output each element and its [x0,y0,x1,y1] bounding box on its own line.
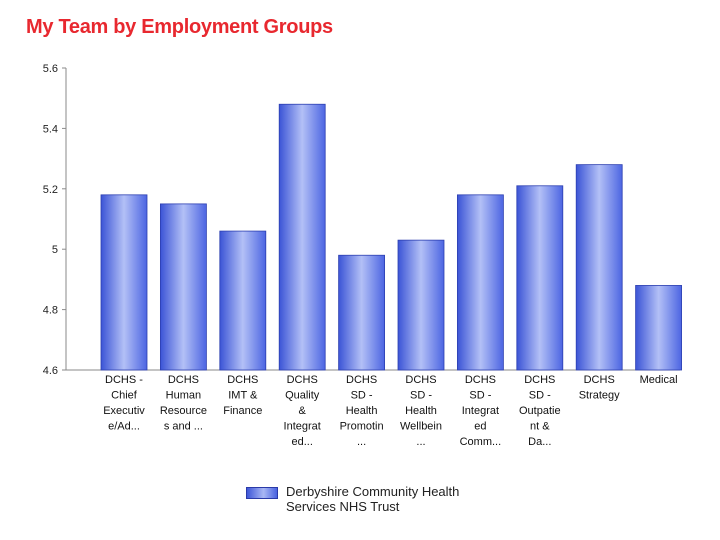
x-tick-label: Wellbein [400,421,442,433]
bar [278,103,326,371]
chart-bars [100,103,682,371]
x-tick-label: DCHS [524,374,555,386]
x-tick-label: Integrat [462,405,499,417]
x-tick-label: e/Ad... [108,421,140,433]
chart-legend: Derbyshire Community Health Services NHS… [246,484,486,514]
bar [516,185,564,371]
bar [575,164,623,371]
x-tick-label: DCHS [227,374,258,386]
x-tick-label: Quality [285,390,320,402]
x-tick-label: DCHS [465,374,496,386]
x-tick-label: DCHS [346,374,377,386]
x-tick-label: SD - [529,390,551,402]
legend-label: Derbyshire Community Health Services NHS… [286,484,460,514]
x-tick-label: ed [474,421,486,433]
y-tick-label: 5.2 [43,184,58,196]
bar-chart: 4.6 4.8 5 5.2 5.4 5.6 DCHS - Chief Executiv e/Ad… [43,63,682,448]
x-tick-label: ... [416,436,425,448]
x-tick-label: DCHS - [105,374,143,386]
bar [456,194,504,371]
x-tick-label: Human [166,390,201,402]
x-tick-label: Health [346,405,378,417]
x-tick-label: SD - [351,390,373,402]
bar [338,254,386,371]
x-tick-label: Health [405,405,437,417]
chart-labels: DCHS - Chief Executiv e/Ad... DCHS Human Resou… [103,374,677,448]
x-tick-label: SD - [469,390,491,402]
bar [635,285,682,371]
chart-title: My Team by Employment Groups [26,16,333,38]
bar [100,194,148,371]
bar [159,203,207,371]
x-tick-label: DCHS [584,374,615,386]
y-tick-label: 5.6 [43,63,58,75]
y-tick-label: 4.8 [43,305,58,317]
x-tick-label: Executiv [103,405,145,417]
bar [219,230,267,371]
x-tick-label: DCHS [287,374,318,386]
legend-swatch [246,487,278,499]
x-tick-label: IMT & [228,390,258,402]
x-tick-label: ed... [291,436,312,448]
x-tick-label: Strategy [579,390,620,402]
x-tick-label: & [299,405,307,417]
bar [397,239,445,371]
x-tick-label: Promotin [340,421,384,433]
x-tick-label: DCHS [168,374,199,386]
x-tick-label: Integrat [284,421,321,433]
x-tick-label: Da... [528,436,551,448]
y-tick-label: 4.6 [43,365,58,377]
x-tick-label: nt & [530,421,550,433]
y-tick-label: 5.4 [43,123,58,135]
x-tick-label: SD - [410,390,432,402]
x-tick-label: Comm... [460,436,502,448]
x-tick-label: ... [357,436,366,448]
x-tick-label: Outpatie [519,405,561,417]
x-tick-label: Medical [640,374,678,386]
x-tick-label: s and ... [164,421,203,433]
x-tick-label: Chief [111,390,138,402]
x-tick-label: Finance [223,405,262,417]
x-tick-label: Resource [160,405,207,417]
y-tick-label: 5 [52,244,58,256]
x-tick-label: DCHS [405,374,436,386]
